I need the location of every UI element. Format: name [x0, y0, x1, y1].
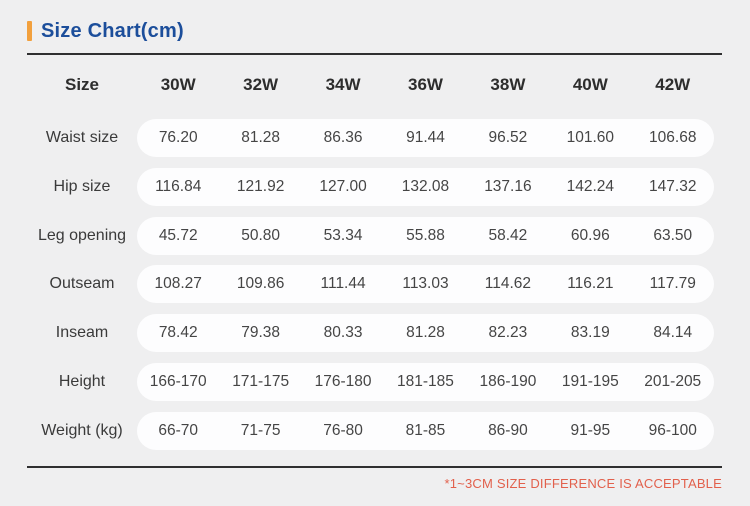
table-row: Leg opening 45.72 50.80 53.34 55.88 58.42 60.9… — [27, 216, 722, 255]
table-cell: 113.03 — [402, 275, 449, 293]
table-cell: 142.24 — [566, 177, 615, 195]
table-cell: 171-175 — [232, 372, 290, 390]
table-cell: 111.44 — [320, 275, 366, 293]
header-cell: 32W — [243, 75, 279, 94]
row-label: Hip size — [53, 177, 111, 195]
header-cell: 34W — [325, 75, 361, 94]
table-row: Inseam 78.42 79.38 80.33 81.28 82.23 83.19 84.1… — [27, 314, 722, 353]
header-size-columns: 30W 32W 34W 36W 38W 40W 42W — [137, 75, 714, 95]
table-cell: 80.33 — [323, 324, 363, 342]
row-values-pill: 116.84 121.92 127.00 132.08 137.16 142.24 147.… — [137, 167, 714, 206]
table-cell: 106.68 — [649, 129, 697, 146]
table-body: Waist size 76.20 81.28 86.36 91.44 96.52 101.6… — [27, 119, 722, 450]
header-cell: 36W — [407, 75, 443, 94]
table-cell: 76.20 — [158, 129, 198, 146]
table-cell: 55.88 — [406, 226, 445, 244]
table-cell: 53.34 — [323, 226, 363, 244]
table-cell: 191-195 — [561, 372, 619, 390]
row-values-pill: 66-70 71-75 76-80 81-85 86-90 91-95 96-100 — [137, 411, 714, 450]
table-cell: 108.27 — [154, 275, 202, 293]
table-cell: 96.52 — [488, 129, 528, 146]
table-cell: 121.92 — [236, 177, 285, 195]
row-label: Waist size — [45, 129, 119, 146]
table-cell: 127.00 — [319, 177, 367, 195]
table-cell: 81.28 — [406, 324, 445, 342]
row-label: Inseam — [55, 324, 109, 342]
table-cell: 186-190 — [479, 372, 537, 390]
table-cell: 83.19 — [570, 324, 610, 342]
table-cell: 176-180 — [314, 372, 372, 390]
size-table: Size 30W 32W 34W 36W 38W 40W 42W Waist size 76.2… — [27, 55, 722, 450]
footnote: *1~3CM SIZE DIFFERENCE IS ACCEPTABLE — [444, 475, 722, 491]
table-cell: 76-80 — [323, 421, 363, 439]
table-cell: 132.08 — [401, 177, 450, 195]
table-cell: 116.21 — [567, 275, 614, 293]
row-values-pill: 45.72 50.80 53.34 55.88 58.42 60.96 63.50 — [137, 216, 714, 255]
header-cell: 40W — [572, 75, 608, 94]
table-header-row: Size 30W 32W 34W 36W 38W 40W 42W — [27, 55, 722, 115]
table-cell: 117.79 — [649, 275, 696, 293]
table-cell: 79.38 — [241, 324, 281, 342]
table-row: Weight (kg) 66-70 71-75 76-80 81-85 86-90 91-9… — [27, 411, 722, 450]
header-cell: 38W — [490, 75, 526, 94]
table-cell: 84.14 — [653, 324, 693, 342]
row-label: Leg opening — [37, 226, 127, 244]
header-cell-size: Size — [64, 75, 100, 94]
title-accent-bar — [27, 21, 32, 41]
table-cell: 116.84 — [155, 177, 202, 195]
table-cell: 114.62 — [484, 275, 532, 293]
row-label: Weight (kg) — [41, 421, 123, 439]
table-cell: 60.96 — [570, 226, 610, 244]
header-cell: 42W — [655, 75, 691, 94]
page-title: Size Chart(cm) — [41, 19, 184, 42]
section-title-row: Size Chart(cm) — [27, 18, 722, 44]
table-cell: 101.60 — [566, 129, 615, 146]
row-values-pill: 78.42 79.38 80.33 81.28 82.23 83.19 84.14 — [137, 314, 714, 353]
table-row: Height 166-170 171-175 176-180 181-185 186-19… — [27, 362, 722, 401]
bottom-divider — [27, 465, 722, 468]
table-cell: 82.23 — [488, 324, 528, 342]
table-cell: 63.50 — [653, 226, 693, 244]
table-cell: 86.36 — [323, 129, 363, 146]
table-cell: 181-185 — [397, 372, 454, 390]
table-cell: 86-90 — [488, 421, 528, 439]
table-cell: 45.72 — [158, 226, 198, 244]
row-label: Height — [58, 372, 106, 390]
table-cell: 66-70 — [158, 421, 199, 439]
table-row: Outseam 108.27 109.86 111.44 113.03 114.62 116… — [27, 265, 722, 304]
table-row: Hip size 116.84 121.92 127.00 132.08 137.16 14… — [27, 167, 722, 206]
table-row: Waist size 76.20 81.28 86.36 91.44 96.52 101.6… — [27, 119, 722, 157]
table-cell: 71-75 — [240, 421, 281, 439]
table-cell: 137.16 — [484, 177, 532, 195]
table-cell: 201-205 — [644, 372, 702, 390]
top-divider — [27, 53, 722, 55]
table-cell: 58.42 — [488, 226, 528, 244]
row-values-pill: 76.20 81.28 86.36 91.44 96.52 101.60 106.68 — [137, 119, 714, 157]
row-values-pill: 108.27 109.86 111.44 113.03 114.62 116.21 117.… — [137, 265, 714, 304]
table-cell: 78.42 — [158, 324, 198, 342]
table-cell: 50.80 — [241, 226, 281, 244]
row-label: Outseam — [49, 275, 115, 293]
row-values-pill: 166-170 171-175 176-180 181-185 186-190 191-1… — [137, 362, 714, 401]
table-cell: 109.86 — [236, 275, 285, 293]
table-cell: 81.28 — [241, 129, 281, 146]
table-cell: 96-100 — [648, 421, 697, 439]
table-cell: 91-95 — [570, 421, 611, 439]
table-cell: 166-170 — [149, 372, 207, 390]
header-cell: 30W — [160, 75, 196, 94]
table-cell: 147.32 — [649, 177, 697, 195]
table-cell: 81-85 — [405, 421, 446, 439]
table-cell: 91.44 — [406, 129, 445, 146]
